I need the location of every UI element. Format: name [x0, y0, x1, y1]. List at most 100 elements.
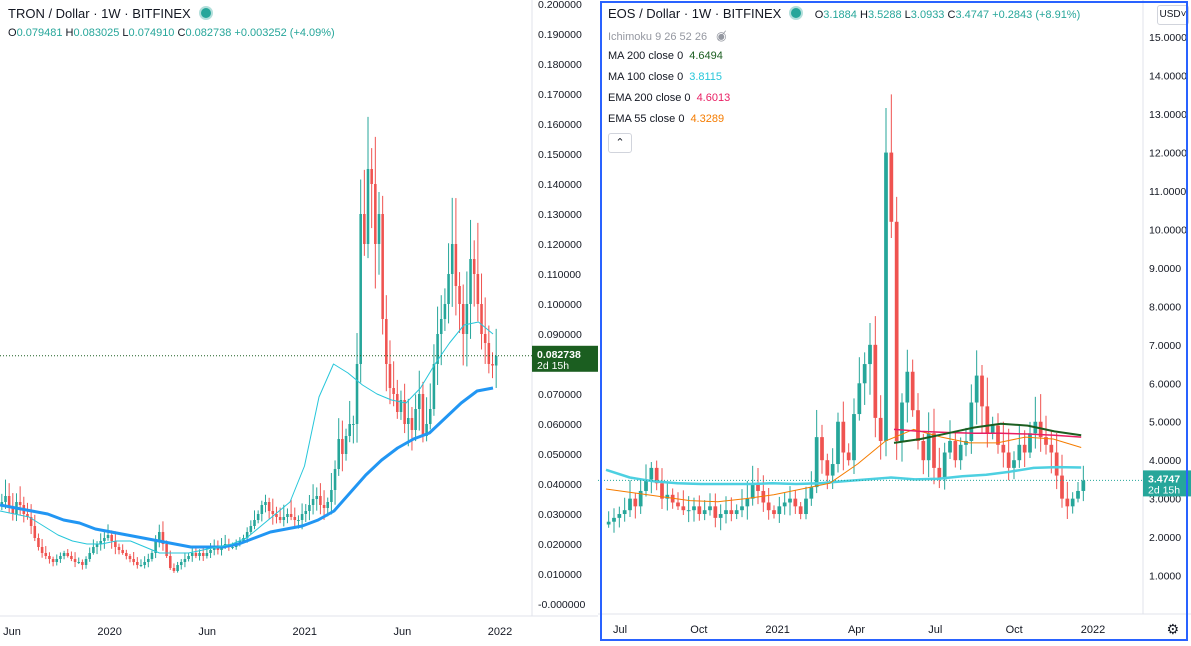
candle-body	[66, 553, 70, 556]
candle-body	[84, 559, 88, 565]
candle-body	[868, 344, 872, 365]
tron-change-pct: (+4.09%)	[289, 27, 335, 39]
indicator-ma100[interactable]: MA 100 close 0 3.8115	[608, 71, 722, 83]
candle-body	[417, 394, 421, 409]
candle-body	[275, 514, 278, 517]
candle-body	[117, 547, 121, 550]
candle	[782, 492, 787, 515]
candle	[654, 460, 659, 491]
indicator-ichimoku[interactable]: Ichimoku 9 26 52 26 ◉̸	[608, 29, 727, 43]
candle	[820, 424, 824, 474]
price-tick-label: 0.070000	[538, 389, 582, 401]
candle	[487, 325, 491, 374]
candle	[447, 243, 450, 324]
candle	[396, 379, 399, 419]
price-tick-label: 2.0000	[1149, 532, 1181, 544]
candle-body	[681, 506, 686, 511]
tron-symbol-title[interactable]: TRON / Dollar · 1W · BITFINEX	[8, 6, 191, 21]
price-tick-label: 0.120000	[538, 239, 582, 251]
ema55-line	[605, 428, 1082, 503]
candle-body	[1070, 498, 1075, 507]
indicator-ema200-label: EMA 200 close 0	[608, 92, 691, 104]
price-tick-label: 13.0000	[1149, 109, 1187, 121]
candle	[443, 288, 447, 331]
candle-body	[809, 487, 814, 499]
candle	[745, 481, 750, 520]
candle-body	[606, 521, 611, 525]
candle	[873, 316, 878, 438]
candle-body	[264, 502, 267, 505]
ma100-line	[605, 465, 1082, 486]
candle	[622, 497, 627, 522]
candle-body	[103, 538, 106, 541]
eos-symbol-title[interactable]: EOS / Dollar · 1W · BITFINEX	[608, 6, 782, 21]
candle	[333, 460, 337, 505]
candle	[150, 550, 154, 562]
currency-selector[interactable]: USD˅	[1157, 5, 1189, 25]
candle-body	[73, 559, 77, 562]
candle-body	[136, 562, 139, 565]
candle-body	[7, 496, 11, 508]
candle-body	[638, 490, 643, 507]
eos-low-label: L	[904, 9, 911, 21]
candle	[158, 524, 161, 548]
candle-body	[370, 169, 373, 184]
candle-body	[884, 152, 888, 441]
candle	[756, 467, 760, 505]
indicator-ema55-value: 4.3289	[690, 113, 725, 125]
candle	[990, 416, 995, 440]
candle	[916, 393, 920, 450]
indicator-ema55[interactable]: EMA 55 close 0 4.3289	[608, 113, 724, 125]
gear-icon[interactable]: ⚙	[1166, 621, 1179, 637]
candle-body	[399, 400, 403, 412]
candle	[777, 496, 782, 523]
candle-body	[798, 506, 803, 515]
candle	[428, 383, 432, 430]
indicator-ma200[interactable]: MA 200 close 0 4.6494	[608, 50, 723, 62]
candle	[894, 196, 899, 460]
candle-body	[633, 498, 638, 507]
candle-body	[990, 425, 995, 434]
tron-high-label: H	[65, 27, 74, 39]
candle	[772, 505, 776, 519]
collapse-legend-button[interactable]: ⌃	[608, 133, 632, 153]
candle-body	[830, 464, 835, 476]
candle-body	[461, 304, 465, 334]
candle	[385, 295, 388, 392]
candle-body	[644, 479, 648, 491]
candle-body	[443, 304, 447, 319]
candle	[421, 381, 425, 443]
indicator-ema200[interactable]: EMA 200 close 0 4.6013	[608, 92, 730, 104]
price-tick-label: 0.110000	[538, 269, 581, 281]
candle-body	[308, 505, 311, 511]
candle-body	[92, 547, 95, 553]
candle	[190, 546, 194, 562]
candle	[900, 393, 904, 462]
current-price-value: 0.082738	[537, 349, 581, 361]
tron-chart-canvas[interactable]: 0.200000 0.190000 0.180000 0.170000 0.160000…	[0, 0, 598, 646]
candle-body	[894, 221, 899, 441]
candle-body	[271, 511, 275, 514]
candle	[392, 361, 395, 407]
candle-body	[392, 388, 395, 394]
eos-chart-pane[interactable]: 15.0000 14.0000 13.0000 12.0000 11.0000 10.00…	[598, 0, 1191, 646]
candle-body	[1081, 480, 1086, 491]
candle	[793, 490, 798, 514]
tron-chart-pane[interactable]: 0.200000 0.190000 0.180000 0.170000 0.160000…	[0, 0, 598, 646]
candle	[4, 479, 7, 509]
ema200-line	[893, 428, 1082, 438]
candle-body	[161, 532, 165, 544]
eye-hidden-icon[interactable]: ◉̸	[716, 29, 727, 43]
candle	[264, 494, 267, 513]
candle	[95, 541, 99, 555]
candle-body	[878, 417, 883, 441]
candle	[187, 552, 190, 562]
candle	[1054, 433, 1059, 490]
candle	[388, 340, 392, 405]
candle	[702, 500, 707, 521]
candle	[921, 433, 926, 475]
candle	[969, 384, 974, 454]
candle	[660, 468, 664, 510]
eos-chart-canvas[interactable]: 15.0000 14.0000 13.0000 12.0000 11.0000 10.00…	[598, 0, 1191, 646]
price-tick-label: -0.000000	[538, 599, 585, 611]
